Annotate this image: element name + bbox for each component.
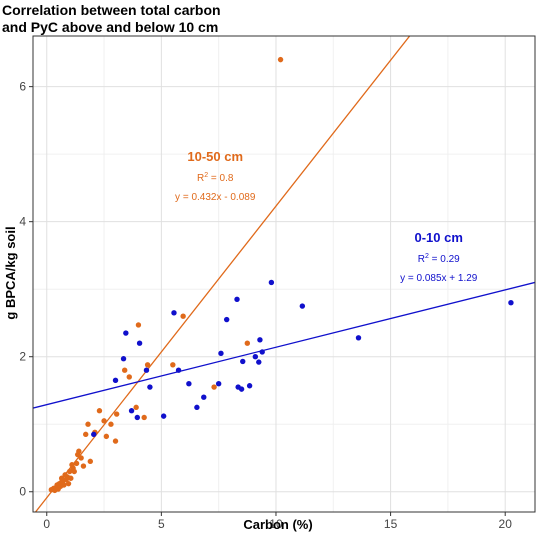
point-0-10-cm bbox=[257, 337, 263, 343]
point-0-10-cm bbox=[128, 408, 135, 414]
point-0-10-cm bbox=[171, 310, 177, 316]
point-10-50-cm bbox=[96, 408, 103, 414]
point-10-50-cm bbox=[85, 421, 91, 427]
point-0-10-cm bbox=[112, 377, 119, 384]
point-0-10-cm bbox=[186, 381, 192, 387]
x-tick-label: 5 bbox=[158, 517, 165, 531]
point-10-50-cm bbox=[73, 460, 80, 467]
plot-panel-border bbox=[32, 35, 536, 513]
point-10-50-cm bbox=[87, 458, 94, 465]
point-10-50-cm bbox=[144, 362, 151, 368]
x-axis-title: Carbon (%) bbox=[243, 517, 312, 532]
point-0-10-cm bbox=[201, 394, 207, 400]
point-10-50-cm bbox=[133, 404, 139, 411]
annotation-label: 0-10 cm bbox=[415, 230, 463, 245]
point-10-50-cm bbox=[76, 448, 82, 454]
point-0-10-cm bbox=[136, 340, 143, 346]
point-10-50-cm bbox=[66, 468, 73, 475]
fit-line-0-10-cm bbox=[33, 281, 535, 409]
point-10-50-cm bbox=[61, 482, 67, 488]
point-10-50-cm bbox=[277, 56, 284, 63]
axis-ticks: 0 5 10 15 20 0 2 4 6 bbox=[19, 80, 512, 531]
annotation-0-10-cm: 0-10 cm R2 = 0.29 y = 0.085x + 1.29 bbox=[400, 230, 478, 284]
point-0-10-cm bbox=[134, 414, 140, 421]
y-tick-label: 0 bbox=[19, 485, 26, 499]
chart-title-line-1: Correlation between total carbon bbox=[2, 2, 221, 18]
x-tick-label: 15 bbox=[384, 517, 398, 531]
annotation-equation: y = 0.432x - 0.089 bbox=[175, 192, 256, 203]
point-0-10-cm bbox=[194, 404, 200, 411]
point-10-50-cm bbox=[68, 475, 74, 481]
point-0-10-cm bbox=[268, 279, 275, 286]
grid bbox=[33, 36, 535, 512]
y-tick-label: 6 bbox=[19, 80, 26, 94]
point-0-10-cm bbox=[147, 384, 153, 390]
y-tick-label: 2 bbox=[19, 350, 26, 364]
data-points bbox=[48, 56, 514, 494]
point-0-10-cm bbox=[123, 330, 129, 336]
point-0-10-cm bbox=[223, 316, 230, 323]
point-10-50-cm bbox=[170, 362, 176, 368]
point-0-10-cm bbox=[160, 413, 167, 419]
point-10-50-cm bbox=[101, 418, 107, 424]
y-tick-label: 4 bbox=[19, 215, 26, 229]
point-10-50-cm bbox=[80, 463, 87, 469]
point-10-50-cm bbox=[135, 322, 142, 328]
point-10-50-cm bbox=[141, 414, 147, 421]
point-0-10-cm bbox=[234, 296, 240, 303]
point-10-50-cm bbox=[65, 480, 72, 487]
annotation-r2: R2 = 0.29 bbox=[418, 253, 460, 265]
point-10-50-cm bbox=[121, 367, 128, 373]
point-10-50-cm bbox=[244, 340, 251, 346]
point-0-10-cm bbox=[175, 367, 182, 373]
point-10-50-cm bbox=[180, 313, 186, 319]
point-10-50-cm bbox=[112, 438, 119, 444]
point-0-10-cm bbox=[91, 431, 97, 438]
point-0-10-cm bbox=[143, 367, 150, 373]
x-tick-label: 0 bbox=[43, 517, 50, 531]
point-10-50-cm bbox=[103, 433, 110, 440]
point-10-50-cm bbox=[108, 421, 114, 427]
point-10-50-cm bbox=[78, 455, 84, 461]
point-0-10-cm bbox=[120, 356, 127, 362]
chart-title-line-2: and PyC above and below 10 cm bbox=[2, 19, 218, 35]
annotation-label: 10-50 cm bbox=[187, 149, 243, 164]
point-0-10-cm bbox=[259, 349, 265, 355]
point-0-10-cm bbox=[240, 358, 246, 365]
point-10-50-cm bbox=[113, 411, 120, 417]
annotation-10-50-cm: 10-50 cm R2 = 0.8 y = 0.432x - 0.089 bbox=[175, 149, 256, 203]
point-0-10-cm bbox=[252, 354, 259, 360]
x-tick-label: 10 bbox=[269, 517, 283, 531]
point-0-10-cm bbox=[355, 335, 362, 341]
fit-line-10-50-cm bbox=[34, 36, 411, 512]
point-0-10-cm bbox=[508, 299, 514, 306]
point-10-50-cm bbox=[211, 384, 217, 390]
point-10-50-cm bbox=[71, 468, 77, 475]
fit-lines bbox=[33, 36, 535, 512]
point-10-50-cm bbox=[83, 431, 89, 438]
annotation-r2: R2 = 0.8 bbox=[197, 172, 234, 184]
annotations: 10-50 cm R2 = 0.8 y = 0.432x - 0.089 0-10 c… bbox=[175, 149, 478, 284]
point-0-10-cm bbox=[246, 383, 253, 389]
point-0-10-cm bbox=[299, 303, 306, 309]
point-10-50-cm bbox=[126, 374, 132, 380]
annotation-equation: y = 0.085x + 1.29 bbox=[400, 273, 478, 284]
y-axis-title: g BPCA/kg soil bbox=[3, 226, 18, 319]
point-0-10-cm bbox=[215, 381, 222, 387]
point-0-10-cm bbox=[238, 386, 245, 392]
point-0-10-cm bbox=[256, 359, 262, 365]
point-0-10-cm bbox=[218, 350, 224, 357]
x-tick-label: 20 bbox=[499, 517, 513, 531]
